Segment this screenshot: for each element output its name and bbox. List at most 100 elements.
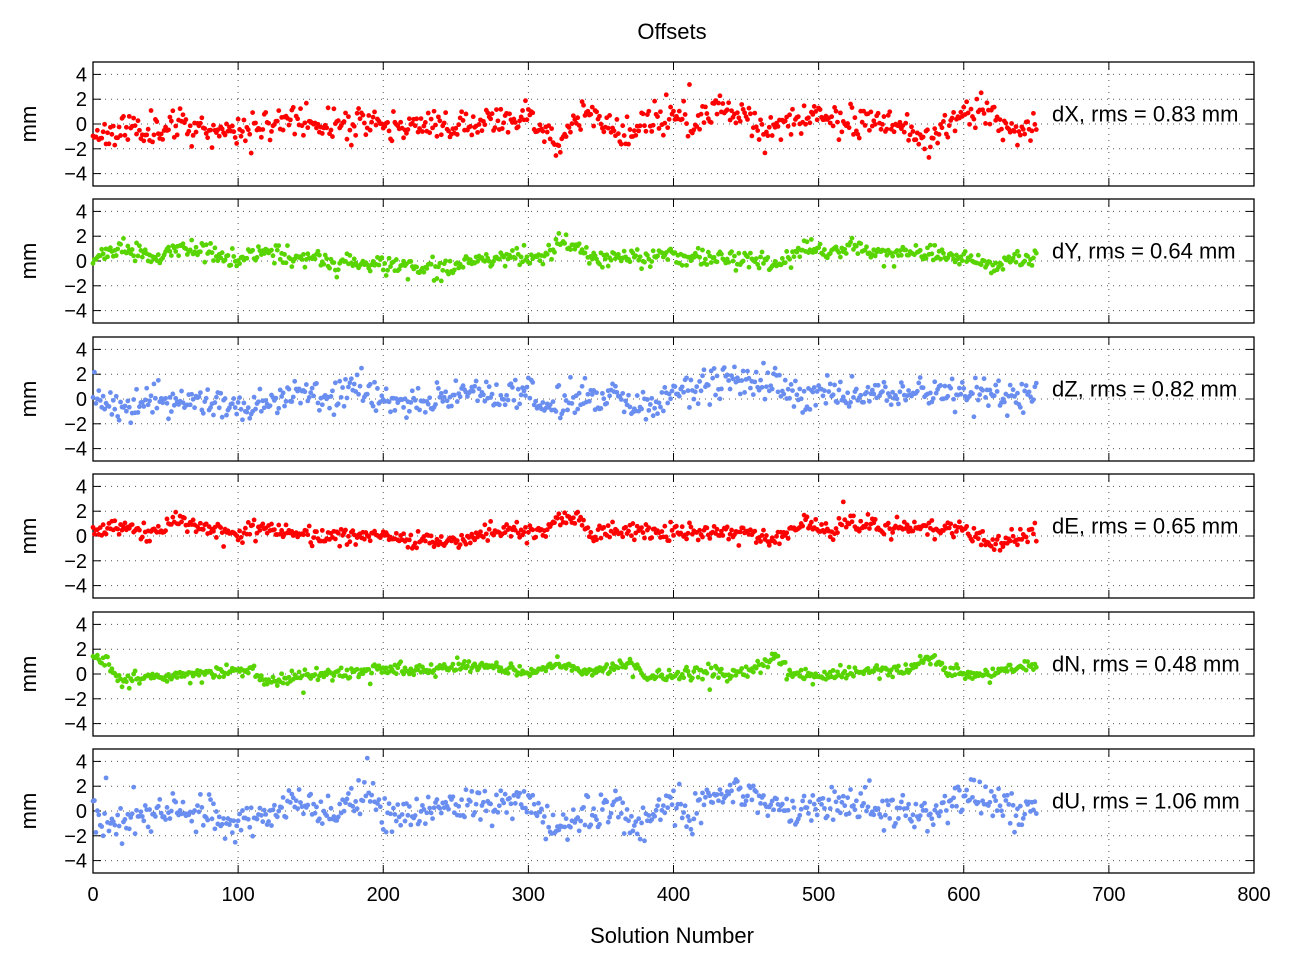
data-point — [906, 801, 911, 807]
data-point — [424, 266, 430, 271]
data-point — [351, 256, 357, 262]
data-point — [556, 383, 562, 388]
data-point — [167, 248, 173, 254]
data-point — [790, 388, 795, 393]
data-point — [845, 390, 851, 396]
data-point — [649, 535, 655, 541]
data-point — [836, 250, 842, 255]
data-point — [141, 520, 147, 526]
data-point — [691, 816, 697, 822]
data-point — [533, 534, 539, 540]
data-point — [451, 267, 457, 273]
data-point — [656, 667, 662, 673]
data-point — [164, 400, 170, 406]
data-point — [659, 672, 665, 678]
data-point — [231, 818, 237, 824]
data-point — [691, 669, 697, 674]
data-point — [224, 121, 229, 127]
data-point — [679, 815, 685, 821]
data-point — [283, 260, 289, 266]
data-point — [482, 788, 488, 794]
data-point — [689, 675, 695, 681]
data-point — [463, 111, 469, 117]
data-point — [890, 253, 896, 259]
data-point — [936, 813, 942, 819]
data-point — [337, 378, 343, 384]
data-point — [383, 273, 389, 278]
data-point — [634, 393, 640, 398]
data-point — [784, 676, 790, 682]
data-point — [116, 124, 122, 130]
data-point — [839, 799, 845, 805]
data-point — [813, 108, 819, 114]
y-tick-label: 2 — [76, 364, 87, 386]
data-point — [855, 131, 861, 137]
data-point — [190, 132, 196, 138]
data-point — [806, 811, 811, 816]
data-point — [411, 672, 417, 678]
data-point — [260, 521, 266, 527]
data-point — [575, 509, 581, 515]
y-tick-label: 4 — [76, 614, 87, 636]
data-point — [986, 403, 991, 409]
data-point — [887, 109, 893, 115]
data-point — [132, 258, 138, 264]
data-point — [703, 104, 708, 110]
data-point — [856, 528, 862, 534]
data-point — [851, 803, 856, 808]
data-point — [900, 383, 906, 389]
data-point — [263, 398, 269, 403]
data-point — [357, 811, 363, 817]
data-point — [228, 262, 234, 268]
data-point — [298, 800, 303, 805]
data-point — [568, 247, 573, 253]
data-point — [864, 521, 869, 527]
data-point — [312, 810, 318, 816]
data-point — [530, 380, 536, 385]
data-point — [244, 805, 250, 811]
data-point — [260, 819, 266, 825]
data-point — [787, 112, 792, 118]
data-point — [684, 262, 689, 268]
data-point — [115, 413, 121, 419]
y-tick-label: 4 — [76, 201, 87, 223]
data-point — [126, 113, 132, 119]
data-point — [253, 406, 258, 412]
data-point — [472, 537, 478, 543]
data-point — [1025, 119, 1031, 125]
data-point — [952, 672, 958, 678]
data-point — [1013, 259, 1019, 265]
data-point — [775, 123, 781, 129]
data-point — [791, 122, 797, 127]
data-point — [263, 811, 269, 817]
data-point — [913, 243, 919, 248]
data-point — [1031, 110, 1036, 116]
data-point — [639, 266, 644, 272]
data-point — [830, 537, 836, 543]
data-point — [659, 390, 665, 395]
data-point — [308, 390, 314, 396]
data-point — [791, 254, 797, 260]
data-point — [375, 801, 380, 806]
data-point — [192, 249, 197, 255]
data-point — [629, 813, 634, 819]
data-point — [782, 260, 788, 266]
data-point — [94, 808, 100, 814]
data-point — [987, 387, 993, 393]
data-point — [302, 667, 308, 673]
data-point — [752, 528, 758, 534]
data-point — [301, 532, 306, 538]
data-point — [253, 538, 258, 544]
data-point — [759, 122, 765, 127]
data-point — [279, 528, 285, 533]
data-point — [745, 117, 750, 122]
data-point — [290, 795, 296, 801]
data-point — [315, 677, 321, 683]
data-point — [830, 817, 836, 823]
data-point — [245, 127, 251, 133]
data-point — [988, 788, 994, 794]
data-point — [930, 822, 936, 828]
data-point — [340, 797, 346, 803]
data-point — [707, 402, 713, 407]
data-point — [877, 676, 882, 682]
